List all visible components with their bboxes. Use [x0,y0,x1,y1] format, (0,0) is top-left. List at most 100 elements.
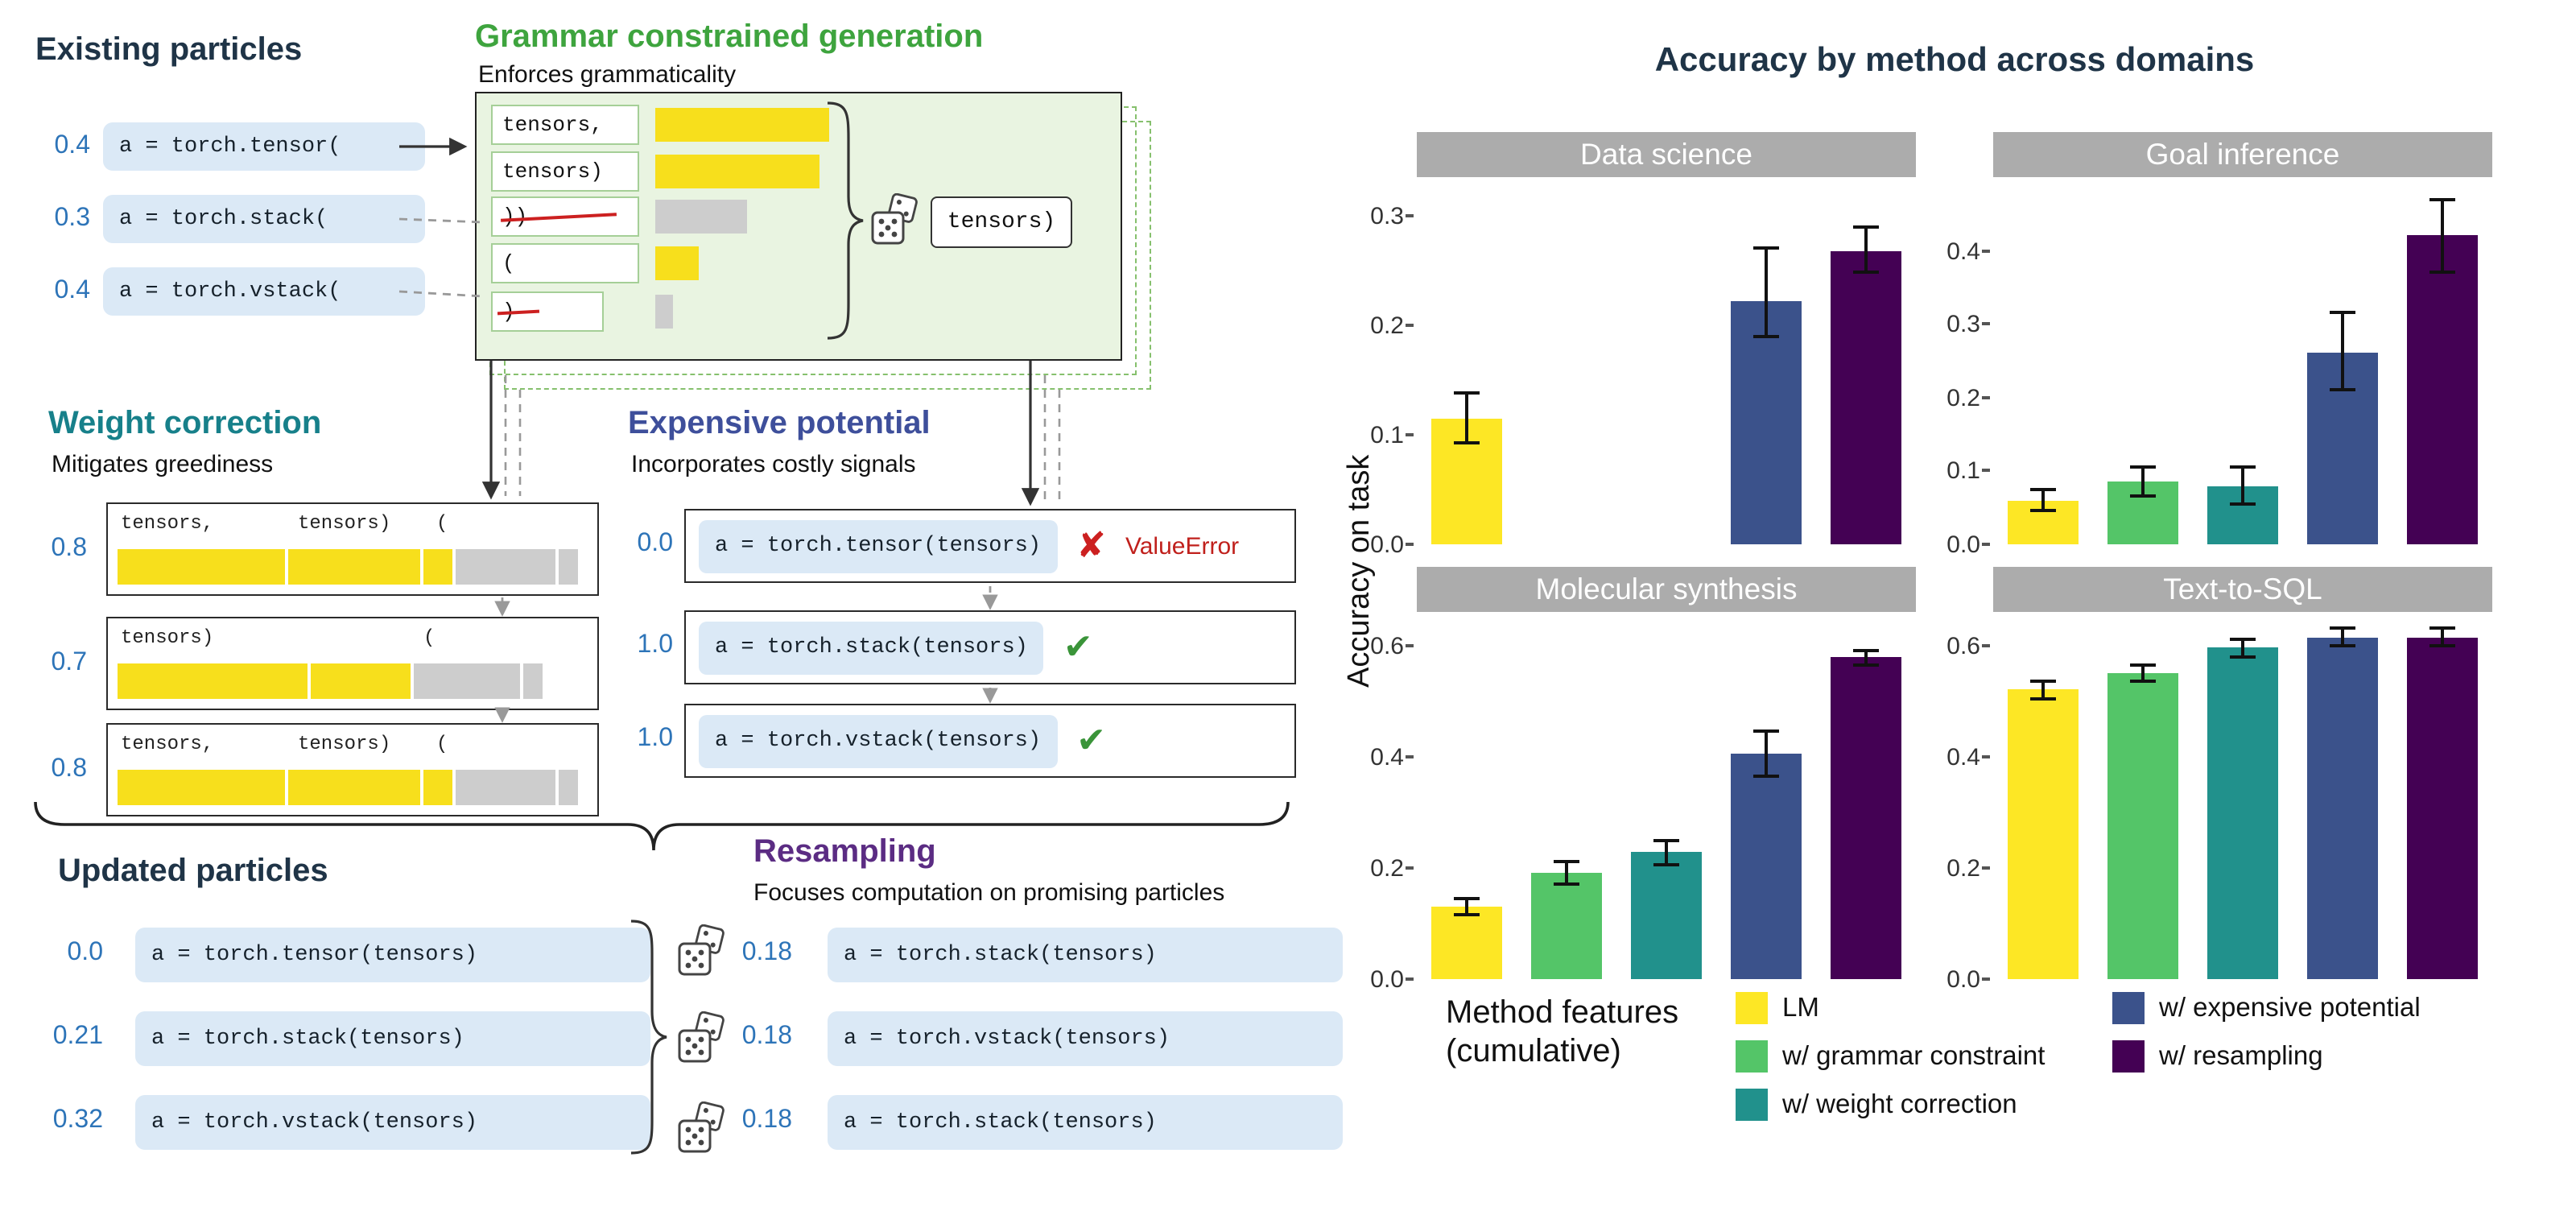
y-tick-mark [1982,249,1990,253]
probability-segments [118,770,578,805]
error-bar-cap [1753,334,1779,338]
particle-weight: 0.4 [54,277,91,304]
particle-weight: 0.8 [51,755,88,783]
error-bar-cap [1653,838,1679,842]
legend-swatch [1736,1089,1768,1121]
y-tick-mark [1982,469,1990,473]
legend-item-weight: w/ weight correction [1736,1089,2017,1121]
particle-weight: 0.4 [54,132,91,159]
legend-item-lm: LM [1736,992,1819,1024]
token-prob-bar [655,295,673,329]
error-label: ValueError [1125,532,1240,560]
error-bar-cap [1753,729,1779,734]
bar-w--resampling [1831,656,1901,979]
token-prob-bar [655,246,699,280]
error-bar [2041,681,2045,699]
legend-item-expensive: w/ expensive potential [2112,992,2421,1024]
error-bar [1465,393,1468,444]
legend-label: w/ weight correction [1782,1089,2017,1118]
panel-header: Text-to-SQL [1993,567,2492,612]
y-tick-label: 0.0 [1946,966,1980,994]
particle-code: a = torch.stack(tensors) [828,1095,1343,1150]
particle-weight: 1.0 [637,725,674,752]
error-bar [2141,664,2145,682]
particle-weight: 0.18 [741,1023,792,1050]
y-tick-mark [1982,866,1990,870]
dice-icon [678,1101,726,1153]
particle-weight: 1.0 [637,631,674,659]
error-bar-cap [2330,311,2355,315]
legend-swatch [2112,1040,2145,1073]
dice-icon [678,924,726,976]
panel-header: Data science [1417,132,1916,177]
y-tick-label: 0.3 [1370,202,1404,230]
error-bar-cap [2030,509,2056,513]
particle-weight: 0.32 [52,1106,103,1134]
error-bar [1565,862,1568,885]
error-bar [1665,840,1668,866]
panel-text-to-sql: Text-to-SQL 0.0 0.2 0.4 0.6 [1946,567,2492,994]
error-bar-cap [2429,626,2455,630]
weight-box: tensors) ( [106,617,599,710]
token-label: ( [436,512,448,535]
error-bar-cap [1454,913,1480,917]
error-bar-cap [1454,896,1480,900]
probability-segments [118,549,578,585]
y-tick-mark [1406,323,1414,327]
y-tick-mark [1406,543,1414,546]
token-label: tensors, [121,512,214,535]
plot-area: 0.0 0.2 0.4 0.6 [1370,612,1916,994]
error-bar-cap [1853,225,1879,229]
particle-weight: 0.18 [741,1106,792,1134]
token-prob-bar [655,108,829,142]
token-candidate: tensors, [491,105,639,145]
error-bar-cap [2130,680,2156,684]
particle-weight: 0.3 [54,205,91,232]
error-bar-cap [1753,774,1779,778]
error-bar-cap [2230,655,2256,659]
error-bar [2441,199,2444,273]
token-label: tensors) [121,626,214,649]
particle-weight: 0.8 [51,535,88,562]
particle-code: a = torch.tensor( [103,122,425,171]
chart-title: Accuracy by method across domains [1654,42,2255,79]
probability-segments [118,663,543,699]
error-bar [1765,248,1768,337]
y-tick-mark [1982,643,1990,647]
particle-code: a = torch.vstack( [103,267,425,316]
error-bar-cap [1753,246,1779,250]
error-icon: ✘ [1076,525,1106,565]
legend-swatch [2112,992,2145,1024]
token-prob-bar [655,200,747,234]
bar-w--resampling [2407,235,2478,544]
error-bar [2341,312,2344,391]
particle-code: a = torch.tensor(tensors) [699,519,1058,572]
weight-box: tensors, tensors) ( [106,723,599,816]
y-tick-label: 0.1 [1946,457,1980,486]
plot-area: 0.0 0.1 0.2 0.3 0.4 [1946,177,2492,559]
weight-box: tensors, tensors) ( [106,502,599,596]
particle-weight: 0.21 [52,1023,103,1050]
legend-label: w/ expensive potential [2159,993,2421,1022]
error-bar-cap [1853,663,1879,667]
bar-w--grammar-constraint [2107,673,2178,979]
legend-item-grammar: w/ grammar constraint [1736,1040,2045,1073]
plot-area: 0.0 0.2 0.4 0.6 [1946,612,2492,994]
bar-w--expensive-potential [1731,300,1802,544]
bar-w--weight-correction [2207,647,2278,979]
potential-row: a = torch.vstack(tensors) ✔ [684,704,1296,778]
error-bar [2441,628,2444,646]
error-bar-cap [1853,271,1879,275]
error-bar [1864,226,1868,273]
token-label: ( [436,733,448,755]
bar-w--expensive-potential [1731,754,1802,979]
error-bar [2041,489,2045,511]
bar-w--resampling [1831,250,1901,544]
token-label: ( [423,626,436,649]
y-tick-mark [1406,977,1414,981]
error-bar-cap [2130,494,2156,498]
potential-row: a = torch.stack(tensors) ✔ [684,610,1296,684]
token-label: tensors, [121,733,214,755]
particle-code: a = torch.tensor(tensors) [135,928,650,982]
